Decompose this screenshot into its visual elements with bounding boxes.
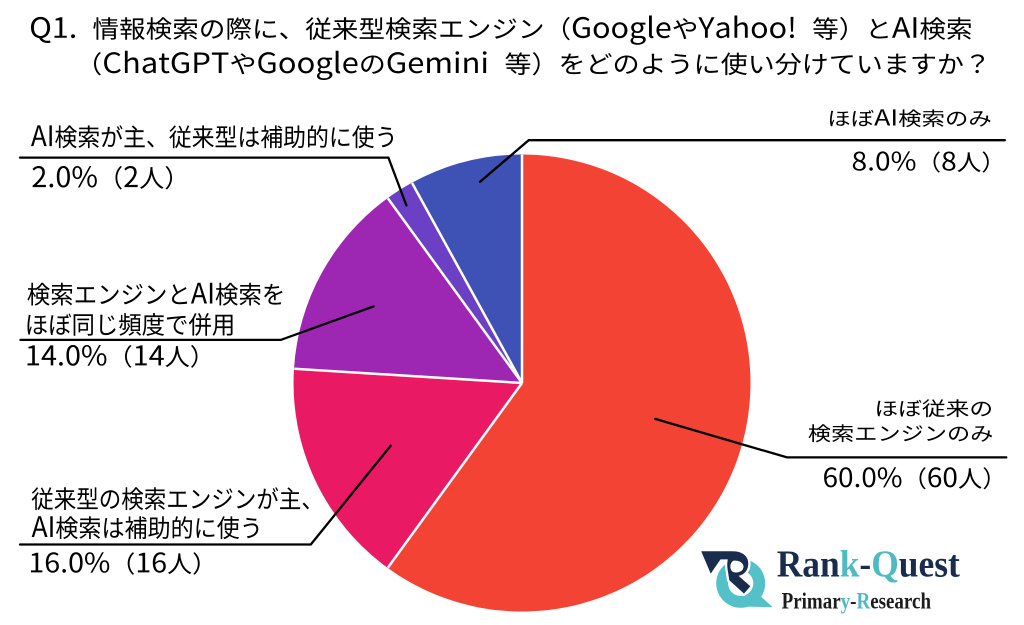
- svg-text:Rank-Quest: Rank-Quest: [777, 543, 960, 585]
- svg-text:Primary-Research: Primary-Research: [782, 589, 932, 614]
